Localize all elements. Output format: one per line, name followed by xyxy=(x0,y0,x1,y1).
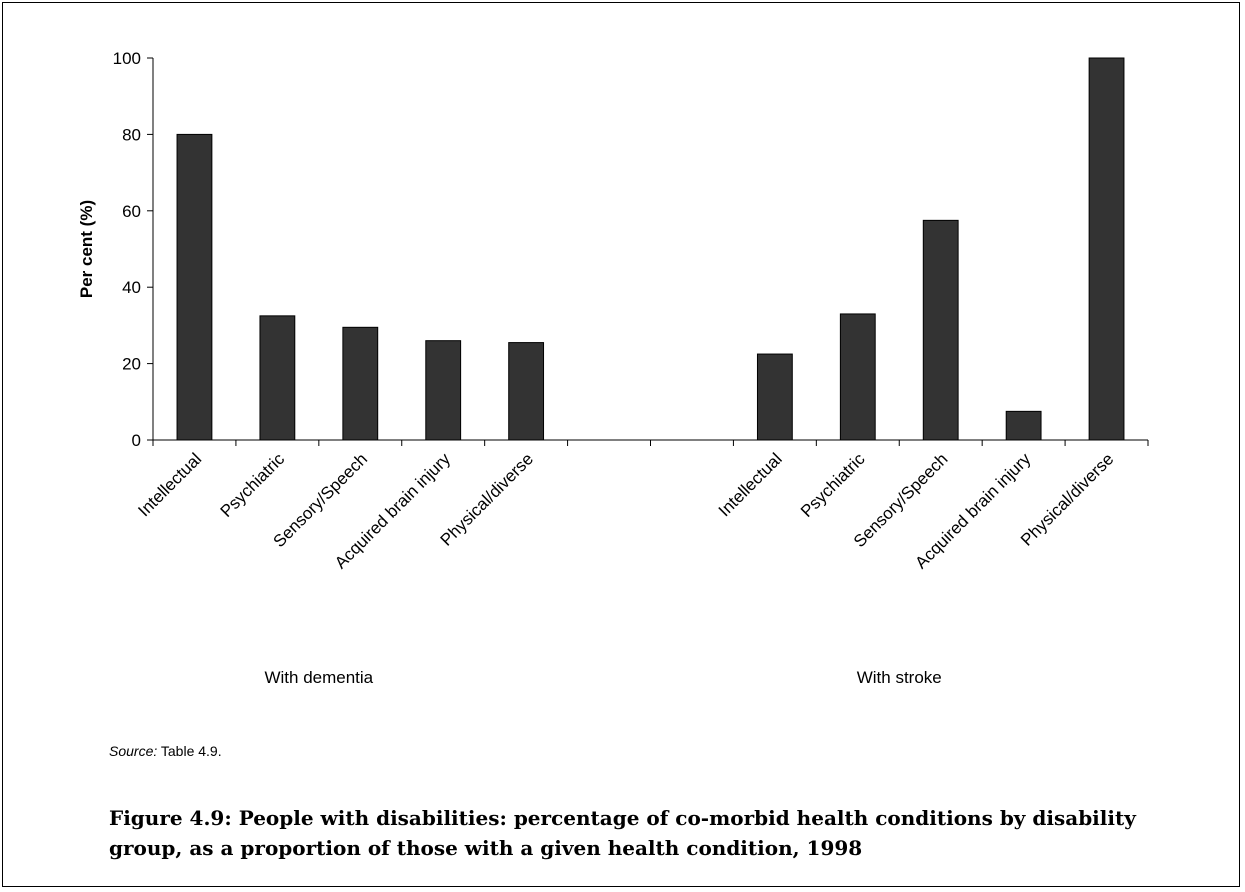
bar xyxy=(1088,57,1125,441)
x-category-label: Psychiatric xyxy=(217,449,289,521)
bar xyxy=(922,219,959,441)
group-label: With stroke xyxy=(857,668,942,687)
bar xyxy=(839,313,876,441)
y-axis-title: Per cent (%) xyxy=(77,200,96,298)
y-tick-label: 60 xyxy=(122,202,141,221)
bar xyxy=(756,353,793,441)
group-label: With dementia xyxy=(264,668,373,687)
bar xyxy=(259,315,296,441)
y-tick-label: 20 xyxy=(122,355,141,374)
y-tick-label: 40 xyxy=(122,278,141,297)
figure-caption: Figure 4.9: People with disabilities: pe… xyxy=(109,806,1136,860)
bar xyxy=(425,340,462,441)
source-note: Source: Table 4.9. xyxy=(109,743,222,759)
bar xyxy=(508,342,545,441)
y-tick-label: 100 xyxy=(113,49,141,68)
source-text: Table 4.9. xyxy=(157,743,222,759)
y-tick-label: 0 xyxy=(132,431,141,450)
bar xyxy=(176,133,213,441)
source-prefix: Source: xyxy=(109,743,158,759)
y-tick-label: 80 xyxy=(122,125,141,144)
x-category-label: Psychiatric xyxy=(797,449,869,521)
x-category-label: Intellectual xyxy=(134,449,205,520)
bar xyxy=(1005,410,1042,441)
bar xyxy=(342,326,379,441)
x-category-label: Intellectual xyxy=(715,449,786,520)
